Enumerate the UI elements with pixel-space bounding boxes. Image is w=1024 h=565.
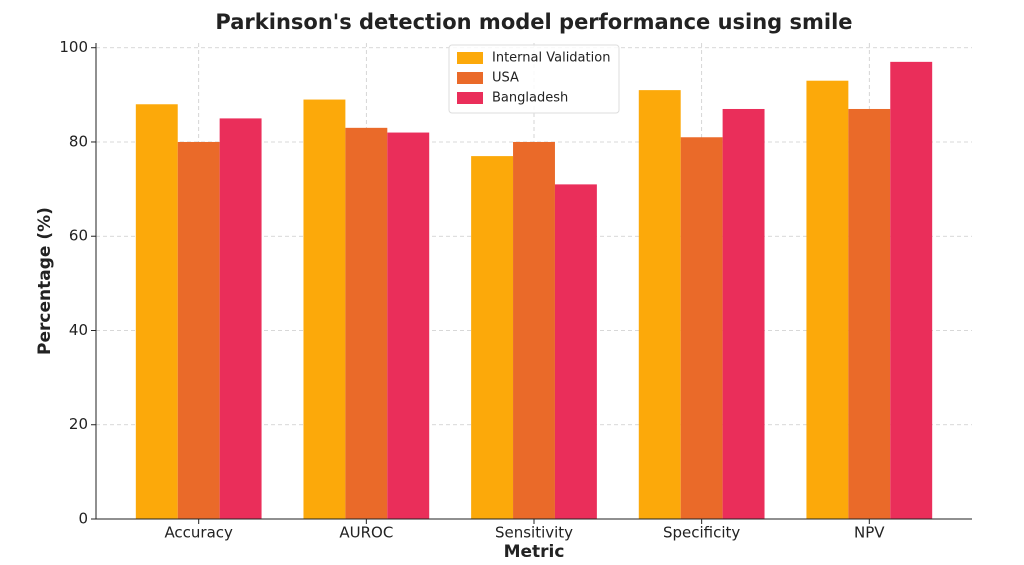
chart-title: Parkinson's detection model performance …	[215, 10, 852, 34]
bar	[135, 104, 178, 519]
bar	[219, 118, 262, 519]
bar	[513, 141, 555, 520]
legend-swatch	[457, 92, 483, 104]
y-tick-label: 0	[78, 510, 88, 528]
bar	[554, 184, 597, 519]
x-tick-label: Sensitivity	[495, 524, 573, 542]
bar	[890, 61, 933, 519]
bar	[471, 156, 514, 519]
y-tick-label: 80	[69, 132, 88, 150]
legend-box	[448, 44, 620, 114]
bar	[303, 99, 346, 520]
legend-swatch	[457, 72, 483, 84]
bar	[387, 132, 430, 519]
y-tick-label: 20	[69, 415, 88, 433]
legend-label: Bangladesh	[492, 91, 568, 106]
legend-label: USA	[492, 71, 519, 86]
y-axis-label: Percentage (%)	[35, 207, 55, 355]
legend-label: Internal Validation	[492, 51, 610, 66]
bar	[177, 141, 220, 520]
bar	[848, 108, 891, 520]
bar	[806, 80, 849, 519]
bar	[345, 127, 388, 520]
bar	[680, 137, 723, 519]
y-tick-label: 60	[69, 227, 88, 245]
y-tick-label: 40	[69, 321, 88, 339]
legend-swatch	[457, 52, 483, 64]
x-tick-label: NPV	[854, 524, 885, 542]
y-tick-label: 100	[59, 38, 88, 56]
x-tick-label: Accuracy	[164, 524, 233, 542]
x-tick-label: Specificity	[663, 524, 740, 542]
bar	[722, 108, 765, 520]
x-axis-label: Metric	[504, 542, 565, 562]
bar	[638, 90, 681, 519]
x-tick-label: AUROC	[339, 524, 393, 542]
